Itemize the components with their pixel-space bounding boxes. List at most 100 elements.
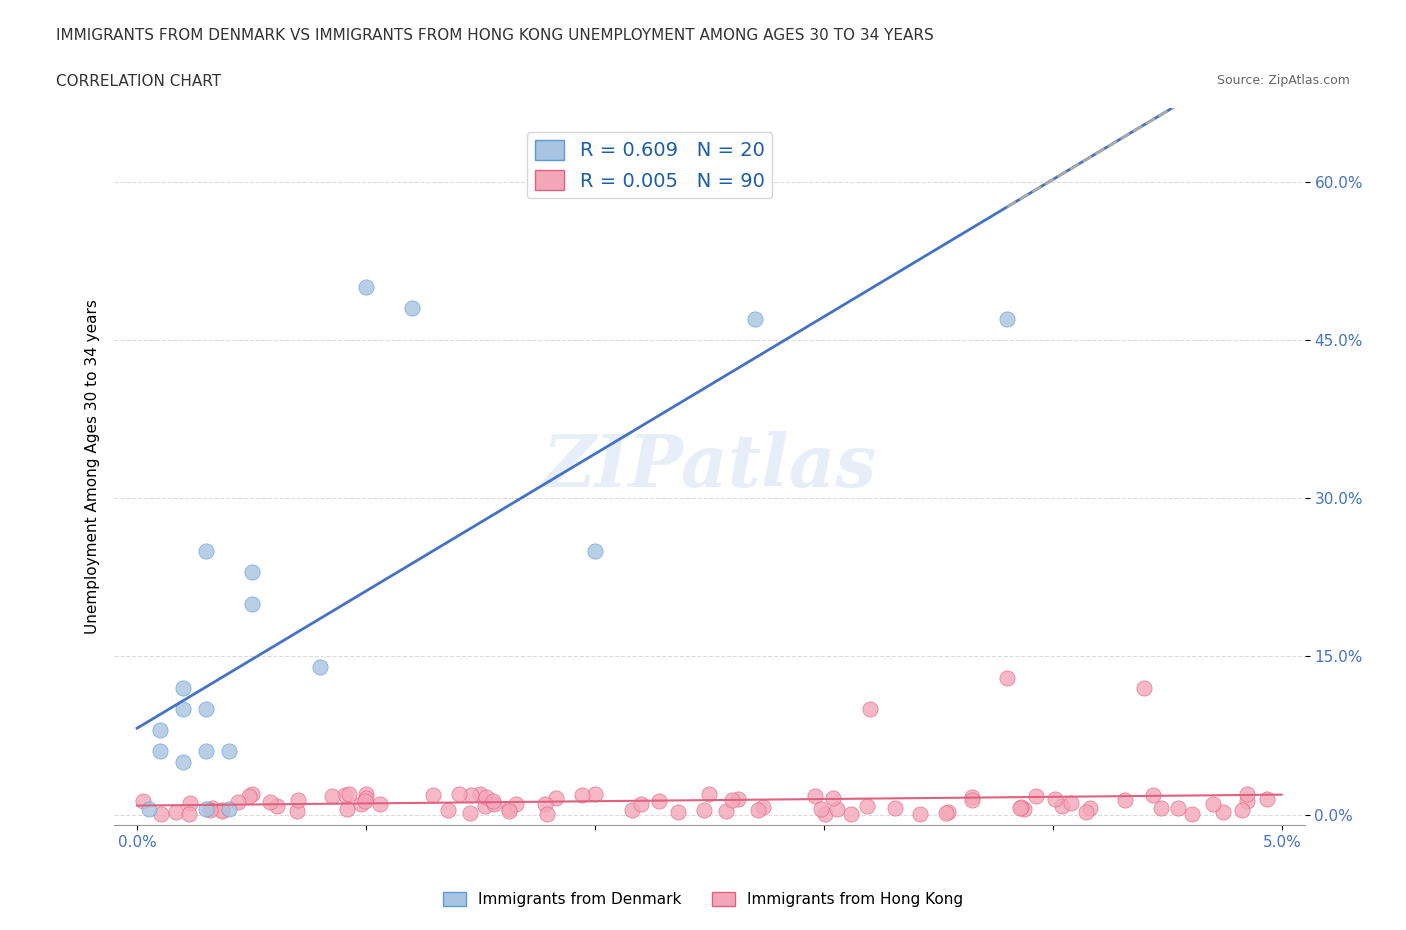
Point (266, 798, 288, 813)
Point (132, 794, 155, 809)
Point (211, 803, 233, 817)
Point (666, 804, 689, 819)
Point (172, 754, 194, 769)
Point (228, 794, 250, 809)
Point (714, 804, 737, 818)
Point (470, 786, 492, 801)
Point (211, 804, 233, 818)
Point (630, 796, 652, 811)
Point (149, 744, 172, 759)
Point (1201, 797, 1223, 812)
Point (194, 702, 217, 717)
Point (1181, 806, 1204, 821)
Point (1010, 800, 1032, 815)
Point (1045, 791, 1067, 806)
Point (727, 791, 749, 806)
Point (583, 786, 606, 801)
Point (240, 596, 263, 611)
Point (198, 803, 221, 817)
Point (856, 799, 879, 814)
Point (172, 702, 194, 717)
Point (240, 786, 263, 801)
Point (884, 801, 907, 816)
Point (935, 805, 957, 820)
Point (179, 796, 201, 811)
Point (368, 796, 391, 811)
Point (1025, 789, 1047, 804)
Point (1052, 798, 1074, 813)
Point (744, 312, 766, 326)
Point (354, 786, 377, 801)
Point (240, 565, 263, 579)
Point (498, 802, 520, 817)
Point (335, 788, 357, 803)
Point (1212, 804, 1234, 819)
Point (505, 796, 527, 811)
Text: Source: ZipAtlas.com: Source: ZipAtlas.com (1216, 74, 1350, 87)
Point (259, 795, 281, 810)
Point (583, 543, 606, 558)
Point (482, 793, 505, 808)
Point (138, 802, 160, 817)
Point (534, 797, 557, 812)
Point (960, 790, 983, 804)
Text: ZIPatlas: ZIPatlas (543, 432, 876, 502)
Point (194, 744, 217, 759)
Point (482, 796, 505, 811)
Point (337, 787, 360, 802)
Point (436, 803, 458, 817)
Text: IMMIGRANTS FROM DENMARK VS IMMIGRANTS FROM HONG KONG UNEMPLOYMENT AMONG AGES 30 : IMMIGRANTS FROM DENMARK VS IMMIGRANTS FR… (56, 28, 934, 43)
Point (350, 797, 373, 812)
Point (821, 790, 844, 805)
Point (1167, 800, 1189, 815)
Point (936, 805, 959, 820)
Point (353, 794, 375, 809)
Point (995, 671, 1018, 685)
Point (962, 792, 984, 807)
Point (1142, 788, 1164, 803)
Point (447, 787, 470, 802)
Point (721, 792, 744, 807)
Point (285, 804, 308, 818)
Point (1114, 793, 1136, 808)
Point (309, 659, 332, 674)
Point (648, 794, 671, 809)
Legend: Immigrants from Denmark, Immigrants from Hong Kong: Immigrants from Denmark, Immigrants from… (437, 885, 969, 913)
Point (1150, 801, 1173, 816)
Point (238, 789, 260, 804)
Point (693, 803, 716, 817)
Point (1256, 791, 1278, 806)
Point (859, 702, 882, 717)
Point (194, 802, 217, 817)
Y-axis label: Unemployment Among Ages 30 to 34 years: Unemployment Among Ages 30 to 34 years (86, 299, 100, 634)
Point (839, 807, 862, 822)
Point (474, 799, 496, 814)
Point (474, 790, 496, 804)
Point (827, 801, 849, 816)
Point (810, 801, 832, 816)
Point (995, 312, 1018, 326)
Point (287, 793, 309, 808)
Point (536, 806, 558, 821)
Point (910, 807, 932, 822)
Point (172, 681, 194, 696)
Point (1133, 681, 1156, 696)
Point (1008, 801, 1031, 816)
Point (1078, 801, 1101, 816)
Point (218, 802, 240, 817)
Point (200, 801, 222, 816)
Point (177, 806, 200, 821)
Point (1059, 796, 1081, 811)
Point (546, 790, 568, 805)
Point (460, 788, 482, 803)
Point (747, 802, 769, 817)
Point (422, 788, 444, 803)
Point (401, 301, 423, 316)
Point (752, 800, 775, 815)
Point (194, 543, 217, 558)
Point (321, 789, 343, 804)
Point (460, 805, 482, 820)
Point (1014, 802, 1036, 817)
Point (699, 786, 721, 801)
Point (336, 802, 359, 817)
